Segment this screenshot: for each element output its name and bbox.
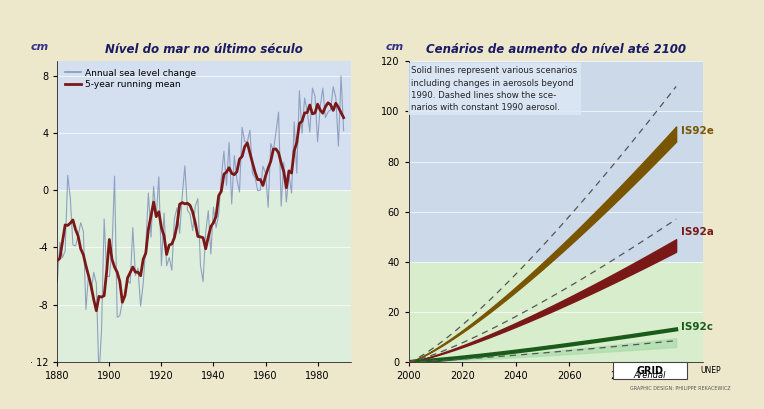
Text: IS92c: IS92c <box>681 322 714 332</box>
Title: Nível do mar no último século: Nível do mar no último século <box>105 43 303 56</box>
Text: Arendal: Arendal <box>633 371 666 380</box>
Bar <box>57 190 351 362</box>
Bar <box>409 262 703 362</box>
Text: cm: cm <box>31 43 49 52</box>
Text: GRID: GRID <box>636 366 663 375</box>
Text: IS92e: IS92e <box>681 126 714 137</box>
Text: UNEP: UNEP <box>700 366 720 375</box>
Title: Cenários de aumento do nível até 2100: Cenários de aumento do nível até 2100 <box>426 43 686 56</box>
Bar <box>409 61 703 262</box>
Legend: Annual sea level change, 5-year running mean: Annual sea level change, 5-year running … <box>62 66 199 92</box>
FancyBboxPatch shape <box>613 362 687 379</box>
Text: cm: cm <box>385 43 403 52</box>
Text: GRAPHIC DESIGN: PHILIPPE REKACEWICZ: GRAPHIC DESIGN: PHILIPPE REKACEWICZ <box>630 386 730 391</box>
Text: IS92a: IS92a <box>681 227 714 237</box>
Bar <box>57 61 351 190</box>
Text: Solid lines represent various scenarios
including changes in aerosols beyond
199: Solid lines represent various scenarios … <box>412 66 578 112</box>
